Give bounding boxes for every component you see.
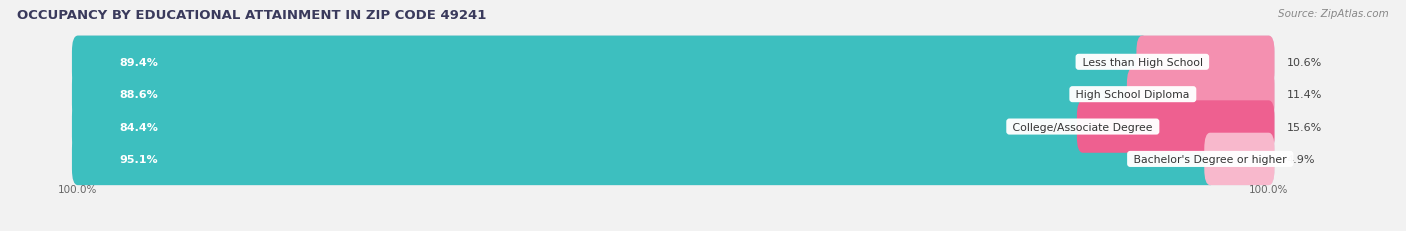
- FancyBboxPatch shape: [72, 133, 1274, 185]
- Text: 10.6%: 10.6%: [1286, 58, 1322, 67]
- Text: 11.4%: 11.4%: [1286, 90, 1322, 100]
- Text: 84.4%: 84.4%: [120, 122, 159, 132]
- FancyBboxPatch shape: [72, 133, 1216, 185]
- Text: College/Associate Degree: College/Associate Degree: [1010, 122, 1156, 132]
- Text: High School Diploma: High School Diploma: [1073, 90, 1194, 100]
- Text: Less than High School: Less than High School: [1078, 58, 1206, 67]
- FancyBboxPatch shape: [1126, 69, 1274, 121]
- FancyBboxPatch shape: [1077, 101, 1274, 153]
- FancyBboxPatch shape: [72, 36, 1149, 89]
- FancyBboxPatch shape: [72, 101, 1274, 153]
- Text: 4.9%: 4.9%: [1286, 154, 1315, 164]
- Text: Source: ZipAtlas.com: Source: ZipAtlas.com: [1278, 9, 1389, 19]
- FancyBboxPatch shape: [72, 101, 1088, 153]
- Text: Bachelor's Degree or higher: Bachelor's Degree or higher: [1130, 154, 1291, 164]
- FancyBboxPatch shape: [72, 69, 1274, 121]
- Text: 15.6%: 15.6%: [1286, 122, 1322, 132]
- Text: OCCUPANCY BY EDUCATIONAL ATTAINMENT IN ZIP CODE 49241: OCCUPANCY BY EDUCATIONAL ATTAINMENT IN Z…: [17, 9, 486, 22]
- FancyBboxPatch shape: [1136, 36, 1274, 89]
- Text: 88.6%: 88.6%: [120, 90, 159, 100]
- FancyBboxPatch shape: [1205, 133, 1274, 185]
- FancyBboxPatch shape: [72, 69, 1139, 121]
- Text: 89.4%: 89.4%: [120, 58, 159, 67]
- Text: 95.1%: 95.1%: [120, 154, 159, 164]
- FancyBboxPatch shape: [72, 36, 1274, 89]
